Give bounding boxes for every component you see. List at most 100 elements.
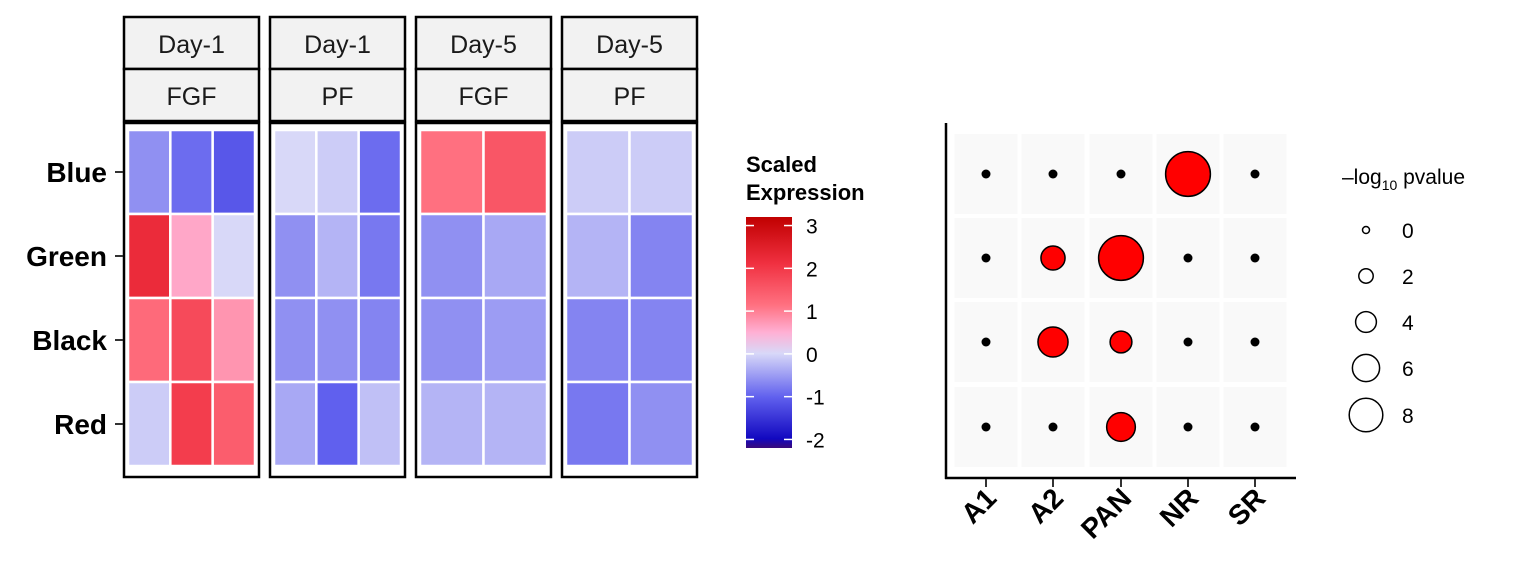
heatmap-cell: [272, 212, 318, 300]
pvalue-legend-prefix: –log: [1342, 166, 1382, 189]
legend-tick-label: -1: [806, 387, 825, 410]
y-tick-label: Black: [32, 325, 107, 356]
expression-legend: Scaled Expression 3 2 1 0 -1 -2: [746, 152, 865, 452]
facet-label-treatment: PF: [322, 83, 354, 111]
dot-point: [1116, 169, 1126, 179]
heatmap-cell: [418, 296, 485, 384]
facet-strip-top: [122, 15, 261, 71]
dot-point: [1037, 326, 1069, 358]
legend-tick-label: 0: [806, 344, 818, 367]
size-legend-circle: [1358, 268, 1374, 284]
dot-point: [1250, 169, 1260, 179]
heatmap-cell: [315, 128, 360, 216]
y-tick-label: Red: [54, 409, 107, 440]
pvalue-legend-title: –log10 pvalue: [1342, 166, 1465, 193]
heatmap-cell: [272, 128, 318, 216]
dot-point: [1105, 411, 1137, 443]
heatmap-cell: [357, 212, 403, 300]
heatmap-cell: [211, 128, 257, 216]
panel-border: [122, 121, 261, 479]
dot-point: [1183, 253, 1193, 263]
heatmap-cell: [315, 212, 360, 300]
x-tick-label: SR: [1222, 482, 1271, 531]
panel-border: [560, 121, 699, 479]
size-legend-circle: [1354, 310, 1378, 334]
dot-point: [1183, 422, 1193, 432]
heatmap-cell: [357, 296, 403, 384]
heatmap-cell: [482, 128, 549, 216]
panel-border: [268, 121, 407, 479]
facet-label-day: Day-5: [596, 31, 663, 59]
heatmap-cell: [628, 296, 695, 384]
facet-strip-top: [560, 15, 699, 71]
heatmap-cell: [418, 128, 485, 216]
size-legend-label: 6: [1402, 358, 1414, 381]
dot-point: [1048, 169, 1058, 179]
heatmap-cell: [315, 380, 360, 468]
heatmap-cell: [628, 380, 695, 468]
dot-point: [1164, 150, 1212, 198]
heatmap-cell: [418, 212, 485, 300]
y-tick-label: Green: [26, 241, 107, 272]
dot-point: [1250, 422, 1260, 432]
panel-border: [414, 121, 553, 479]
dot-point: [981, 422, 991, 432]
pvalue-legend-subscript: 10: [1382, 177, 1398, 193]
facet-label-day: Day-1: [304, 31, 371, 59]
heatmap-cell: [211, 296, 257, 384]
legend-colorbar: [746, 217, 792, 448]
facet-label-treatment: FGF: [459, 83, 509, 111]
x-tick-label: NR: [1154, 482, 1205, 533]
dot-plot-chart: A1 A2 PAN NR SR: [944, 123, 1296, 545]
x-tick-label: PAN: [1075, 482, 1137, 544]
facet-strip-top: [268, 15, 407, 71]
heatmap-cell: [126, 128, 172, 216]
heatmap-cell: [126, 296, 172, 384]
x-tick-label: A2: [1022, 482, 1069, 529]
heatmap-cell: [628, 212, 695, 300]
dot-point: [981, 253, 991, 263]
facet-label-treatment: FGF: [167, 83, 217, 111]
heatmap-cell: [169, 212, 214, 300]
heatmap-cell: [357, 128, 403, 216]
facet-strip-bottom: [560, 67, 699, 123]
facet-strip-bottom: [414, 67, 553, 123]
dot-point: [1040, 245, 1066, 271]
heatmap-cell: [211, 212, 257, 300]
heatmap-cell: [628, 128, 695, 216]
size-legend-label: 8: [1402, 405, 1414, 428]
legend-tick-label: 2: [806, 258, 818, 281]
legend-tick-label: -2: [806, 429, 825, 452]
heatmap-cell: [126, 212, 172, 300]
heatmap-cell: [564, 296, 631, 384]
dot-point: [1250, 253, 1260, 263]
facet-label-treatment: PF: [614, 83, 646, 111]
dot-point: [981, 337, 991, 347]
size-legend-circle: [1351, 353, 1381, 383]
size-legend-label: 0: [1402, 220, 1414, 243]
dot-point: [1109, 330, 1133, 354]
heatmap-chart: Day-1 FGF Day-1 PF Day-5 FGF Day-5 PF Blue Green B…: [26, 15, 699, 479]
heatmap-cell: [169, 380, 214, 468]
size-legend-circle: [1361, 225, 1371, 235]
heatmap-cell: [272, 380, 318, 468]
x-tick-label: A1: [955, 482, 1002, 529]
facet-strip-bottom: [268, 67, 407, 123]
y-tick-label: Blue: [46, 157, 107, 188]
legend-tick-label: 3: [806, 216, 818, 239]
dot-point: [1250, 337, 1260, 347]
heatmap-cell: [169, 128, 214, 216]
size-legend-circle: [1348, 397, 1384, 433]
size-legend-label: 4: [1402, 312, 1414, 335]
heatmap-cell: [564, 212, 631, 300]
facet-strip-bottom: [122, 67, 261, 123]
facet-label-day: Day-5: [450, 31, 517, 59]
heatmap-cell: [482, 296, 549, 384]
facet-label-day: Day-1: [158, 31, 225, 59]
legend-tick-label: 1: [806, 301, 818, 324]
heatmap-cell: [315, 296, 360, 384]
heatmap-cell: [564, 128, 631, 216]
heatmap-cell: [418, 380, 485, 468]
heatmap-cell: [357, 380, 403, 468]
